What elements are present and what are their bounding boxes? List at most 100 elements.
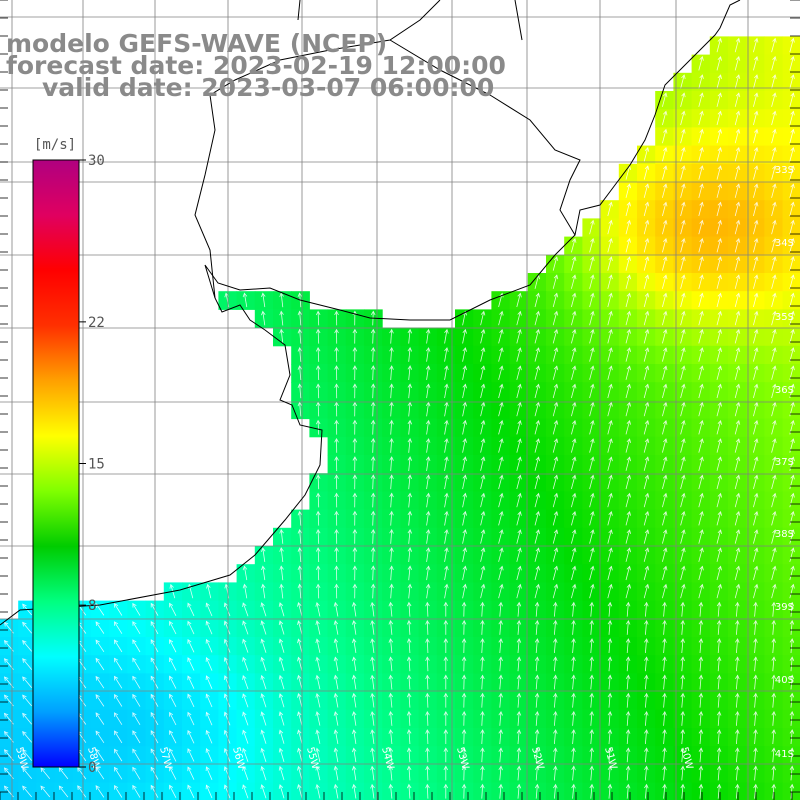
wind-arrow: [223, 602, 231, 617]
wind-cell: [673, 145, 693, 165]
wind-arrow: [352, 346, 358, 362]
wind-cell: [655, 327, 674, 347]
wind-arrow: [716, 74, 722, 89]
wind-arrow: [388, 674, 394, 690]
wind-arrow: [789, 237, 795, 253]
wind-arrow: [388, 601, 394, 617]
wind-arrow: [553, 619, 558, 635]
wind-arrow: [571, 474, 577, 490]
wind-cell: [709, 54, 729, 74]
wind-arrow: [662, 438, 668, 453]
wind-arrow: [480, 729, 485, 745]
wind-arrow: [589, 492, 595, 508]
wind-arrow: [462, 401, 467, 417]
wind-arrow: [643, 529, 650, 544]
wind-arrow: [425, 747, 430, 763]
wind-cell: [582, 364, 602, 383]
coastline-path: [0, 0, 741, 626]
wind-arrow: [315, 711, 321, 726]
wind-arrow: [297, 656, 303, 672]
wind-cell: [564, 582, 583, 602]
wind-arrow: [114, 785, 123, 798]
wind-arrow: [352, 365, 358, 381]
wind-arrow: [498, 765, 503, 781]
wind-cell: [637, 364, 656, 383]
wind-cell: [746, 455, 765, 474]
wind-cell: [673, 491, 693, 511]
wind-cell: [728, 54, 747, 74]
wind-arrow: [516, 710, 522, 726]
wind-arrow: [279, 310, 284, 326]
wind-cell: [509, 382, 529, 401]
wind-arrow: [315, 674, 321, 690]
wind-arrow: [771, 237, 777, 253]
wind-cell: [709, 273, 729, 292]
border-path: [194, 0, 441, 299]
wind-cell: [764, 436, 784, 456]
wind-cell: [746, 473, 765, 492]
wind-cell: [746, 72, 765, 92]
wind-cell: [564, 309, 583, 329]
wind-arrow: [716, 783, 722, 799]
wind-cell: [582, 582, 602, 602]
wind-arrow: [443, 729, 449, 744]
wind-arrow: [680, 201, 686, 217]
wind-arrow: [734, 583, 741, 599]
wind-arrow: [789, 74, 795, 89]
wind-cell: [746, 309, 765, 329]
wind-cell: [709, 309, 729, 329]
wind-arrow: [370, 674, 375, 690]
wind-cell: [455, 309, 474, 329]
wind-cell: [618, 291, 638, 310]
wind-cell: [527, 382, 547, 401]
wind-cell: [728, 72, 747, 92]
wind-cell: [637, 509, 656, 529]
wind-arrow: [589, 783, 594, 799]
wind-arrow: [261, 292, 266, 308]
wind-arrow: [552, 401, 559, 417]
wind-arrow: [771, 128, 777, 144]
wind-cell: [436, 327, 456, 347]
wind-arrow: [771, 347, 777, 362]
wind-arrow: [607, 201, 613, 217]
wind-arrow: [425, 601, 430, 617]
wind-arrow: [370, 656, 375, 672]
wind-arrow: [242, 656, 249, 671]
wind-cell: [509, 345, 529, 365]
wind-arrow: [771, 747, 776, 763]
wind-cell: [655, 364, 674, 383]
latitude-label: 40S: [775, 675, 794, 686]
wind-cell: [600, 509, 620, 529]
wind-arrow: [279, 528, 284, 544]
wind-arrow: [607, 710, 613, 726]
wind-cell: [709, 582, 729, 602]
wind-arrow: [407, 528, 413, 544]
wind-arrow: [406, 692, 412, 708]
wind-arrow: [789, 601, 795, 617]
wind-arrow: [260, 674, 267, 690]
wind-arrow: [662, 401, 668, 417]
wind-arrow: [351, 656, 357, 672]
wind-arrow: [351, 601, 357, 617]
wind-arrow: [334, 583, 339, 599]
wind-arrow: [370, 783, 375, 799]
wind-cell: [546, 473, 565, 492]
wind-arrow: [223, 693, 231, 708]
wind-arrow: [643, 328, 650, 344]
wind-arrow: [461, 656, 467, 672]
wind-cell: [746, 218, 765, 238]
wind-arrow: [589, 565, 595, 581]
wind-arrow: [753, 328, 759, 344]
wind-arrow: [77, 785, 87, 798]
wind-arrow: [789, 110, 795, 126]
wind-arrow: [132, 693, 141, 707]
wind-arrow: [753, 401, 759, 417]
wind-arrow: [789, 583, 795, 599]
wind-arrow: [95, 748, 105, 762]
wind-arrow: [534, 692, 540, 708]
wind-arrow: [589, 274, 595, 289]
wind-arrow: [351, 620, 357, 635]
wind-arrow: [735, 656, 740, 672]
wind-arrow: [735, 747, 740, 763]
wind-arrow: [643, 547, 650, 562]
